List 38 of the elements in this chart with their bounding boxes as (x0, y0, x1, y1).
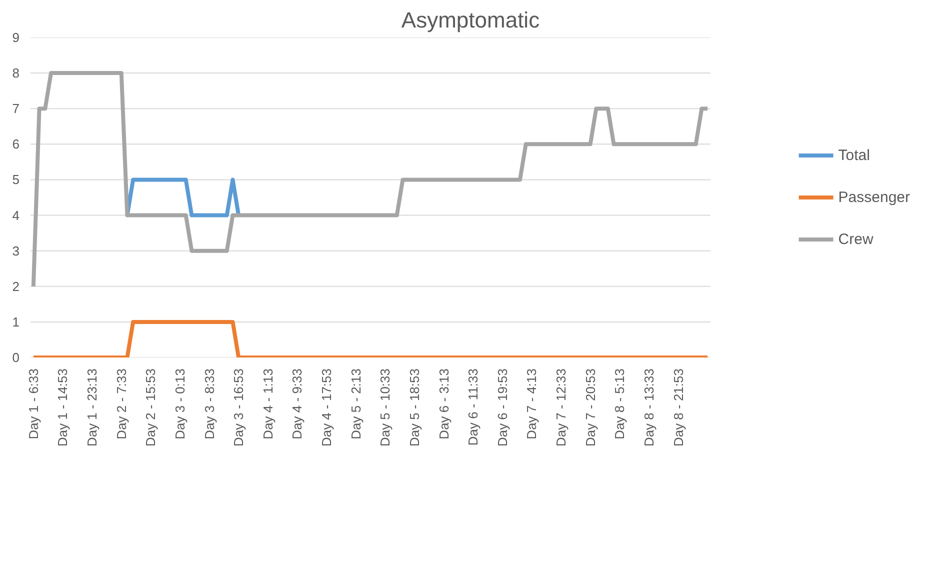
y-tick-label: 1 (12, 314, 20, 330)
x-tick-label: Day 1 - 6:33 (26, 368, 41, 440)
x-tick-label: Day 6 - 3:13 (436, 368, 452, 440)
x-tick-label: Day 3 - 0:13 (172, 368, 188, 440)
x-tick-label: Day 7 - 12:33 (554, 368, 569, 447)
x-tick-label: Day 5 - 2:13 (348, 368, 364, 440)
legend-label: Passenger (838, 188, 910, 206)
y-tick-label: 0 (12, 350, 20, 365)
y-tick-label: 7 (12, 101, 20, 116)
y-tick-label: 5 (12, 172, 20, 188)
x-tick-label: Day 3 - 16:53 (231, 368, 246, 447)
x-tick-label: Day 5 - 18:53 (406, 368, 422, 447)
y-tick-label: 3 (12, 243, 20, 258)
legend-label: Crew (838, 230, 874, 248)
x-tick-label: Day 8 - 21:53 (670, 368, 686, 447)
line-series (31, 71, 710, 288)
x-tick-label: Day 4 - 1:13 (260, 368, 276, 440)
x-tick-label: Day 2 - 15:53 (143, 368, 158, 447)
x-tick-label: Day 4 - 17:53 (319, 368, 334, 447)
x-tick-label: Day 6 - 11:33 (466, 368, 481, 446)
chart-title: Asymptomatic (401, 8, 540, 32)
y-tick-label: 6 (12, 136, 20, 152)
x-tick-label: Day 8 - 13:33 (641, 368, 656, 447)
x-tick-label: Day 4 - 9:33 (290, 368, 305, 440)
x-tick-label: Day 6 - 19:53 (494, 368, 510, 447)
x-tick-label: Day 1 - 14:53 (55, 368, 70, 447)
x-tick-label: Day 7 - 4:13 (524, 368, 540, 440)
x-tick-label: Day 8 - 5:13 (612, 368, 628, 440)
legend-label: Total (838, 146, 870, 164)
x-tick-label: Day 3 - 8:33 (202, 368, 217, 440)
y-tick-label: 4 (12, 208, 20, 223)
x-tick-label: Day 5 - 10:33 (378, 368, 393, 447)
y-tick-label: 9 (12, 30, 20, 45)
x-tick-label: Day 2 - 7:33 (114, 368, 129, 440)
y-tick-label: 8 (12, 66, 20, 81)
x-tick-label: Day 7 - 20:53 (582, 368, 598, 447)
y-tick-label: 2 (12, 278, 20, 294)
x-tick-label: Day 1 - 23:13 (84, 368, 100, 447)
